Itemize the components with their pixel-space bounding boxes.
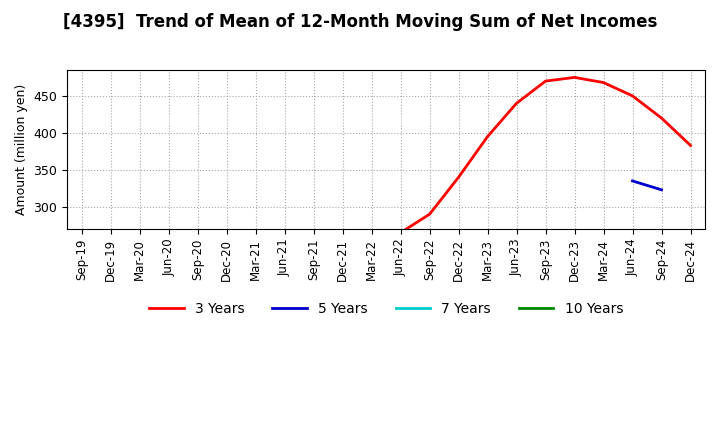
3 Years	[426, 212, 434, 217]
3 Years	[483, 134, 492, 139]
3 Years	[454, 175, 463, 180]
Y-axis label: Amount (million yen): Amount (million yen)	[15, 84, 28, 215]
3 Years	[396, 230, 405, 235]
3 Years	[686, 143, 695, 148]
5 Years	[628, 178, 636, 183]
3 Years	[657, 115, 666, 121]
3 Years	[628, 93, 636, 99]
Text: [4395]  Trend of Mean of 12-Month Moving Sum of Net Incomes: [4395] Trend of Mean of 12-Month Moving …	[63, 13, 657, 31]
3 Years	[570, 75, 579, 80]
5 Years	[657, 187, 666, 192]
Line: 5 Years: 5 Years	[632, 181, 662, 190]
3 Years	[512, 101, 521, 106]
Legend: 3 Years, 5 Years, 7 Years, 10 Years: 3 Years, 5 Years, 7 Years, 10 Years	[143, 297, 629, 322]
3 Years	[541, 78, 550, 84]
3 Years	[599, 80, 608, 85]
Line: 3 Years: 3 Years	[400, 77, 690, 233]
